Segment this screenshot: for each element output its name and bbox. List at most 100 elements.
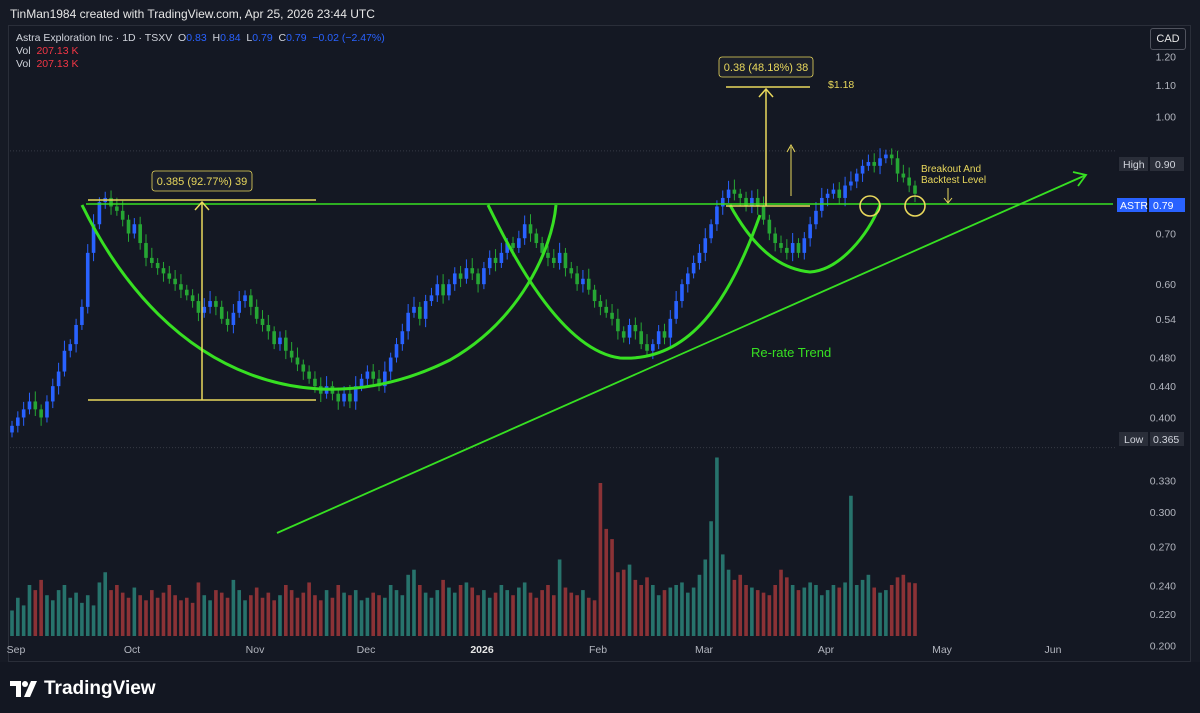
candle-body-69 <box>412 306 416 313</box>
candle-body-13 <box>85 252 90 307</box>
time-tick-4: 2026 <box>470 644 494 656</box>
volume-bar-36 <box>219 592 224 636</box>
volume-bar-0 <box>10 610 14 636</box>
candle-body-35 <box>214 301 218 307</box>
candle-body-14 <box>91 224 96 253</box>
volume-bar-141 <box>831 585 836 636</box>
volume-bar-26 <box>161 592 166 636</box>
time-tick-8: May <box>932 644 953 656</box>
candle-body-138 <box>814 210 818 225</box>
candle-body-29 <box>179 284 183 290</box>
time-tick-2: Nov <box>246 644 265 656</box>
high-value-box <box>1150 157 1184 171</box>
legend-volume-row: Vol 207.13 K <box>16 45 385 58</box>
volume-bar-75 <box>447 587 451 636</box>
candle-body-67 <box>400 331 405 345</box>
candle-body-11 <box>74 324 78 345</box>
candle-body-9 <box>62 350 67 372</box>
volume-bar-153 <box>901 574 906 636</box>
volume-bar-70 <box>418 585 422 636</box>
candles <box>10 148 917 438</box>
volume-bar-94 <box>557 559 562 636</box>
candle-body-119 <box>703 238 708 253</box>
volume-bar-61 <box>365 597 370 636</box>
volume-bar-81 <box>482 590 486 636</box>
candle-body-84 <box>499 252 504 263</box>
volume-bar-79 <box>470 587 475 636</box>
volume-bar-32 <box>196 582 201 636</box>
price-tick-13: 0.220 <box>1150 609 1176 621</box>
candle-body-94 <box>557 252 562 263</box>
candle-body-73 <box>435 284 440 296</box>
candle-body-134 <box>790 243 795 253</box>
currency-button[interactable]: CAD <box>1150 28 1186 50</box>
candle-body-93 <box>551 257 556 263</box>
volume-bar-150 <box>884 590 888 636</box>
candle-body-48 <box>289 350 294 358</box>
tradingview-logo-icon <box>10 681 37 697</box>
volume-bar-18 <box>115 585 119 636</box>
candle-body-85 <box>505 243 509 253</box>
candle-body-0 <box>10 425 14 433</box>
volume-bar-1 <box>16 597 20 636</box>
candle-body-38 <box>231 312 236 325</box>
close-label: C <box>278 32 287 44</box>
last-price-value: 0.79 <box>1153 200 1174 212</box>
up-arrow-head <box>786 143 796 153</box>
volume-bar-33 <box>202 595 207 636</box>
volume-bar-142 <box>837 587 842 636</box>
annotations: Re-rate Trend 0.385 (92.77%) 39 0.38 (48… <box>80 56 1113 534</box>
candle-body-98 <box>581 278 585 285</box>
time-tick-0: Sep <box>7 644 26 656</box>
volume-bar-154 <box>907 582 911 636</box>
candle-body-123 <box>726 189 731 198</box>
grid <box>10 150 1115 449</box>
volume-bar-112 <box>662 590 667 636</box>
volume-bar-148 <box>872 587 877 636</box>
candle-body-5 <box>39 409 43 418</box>
candle-body-91 <box>540 243 544 253</box>
candle-body-90 <box>534 233 539 244</box>
volume-bar-134 <box>790 585 795 636</box>
rerate-trend-line <box>276 174 1087 534</box>
volume-bar-109 <box>645 577 649 636</box>
volume-bar-120 <box>709 521 713 636</box>
volume-bar-124 <box>732 579 737 636</box>
price-tick-7: 0.440 <box>1150 381 1176 393</box>
volume-bar-136 <box>802 587 807 636</box>
volume-bar-13 <box>85 595 90 636</box>
volume-bar-51 <box>307 582 311 636</box>
volume-bar-9 <box>62 585 67 636</box>
volume-bar-89 <box>528 592 533 636</box>
volume-bar-12 <box>80 602 84 636</box>
volume-bar-147 <box>866 574 871 636</box>
measure2-box <box>718 56 814 78</box>
volume-bar-155 <box>913 583 917 636</box>
price-tick-9: 0.330 <box>1150 476 1176 488</box>
volume-bar-54 <box>324 590 329 636</box>
candle-body-36 <box>219 306 224 319</box>
candle-body-21 <box>132 224 137 234</box>
volume-bar-95 <box>563 587 568 636</box>
volume-bar-25 <box>155 597 160 636</box>
candle-body-61 <box>365 371 370 379</box>
change-value: −0.02 (−2.47%) <box>312 32 385 44</box>
volume-bar-111 <box>656 595 661 636</box>
candle-body-77 <box>458 273 463 279</box>
volume-bar-41 <box>249 595 253 636</box>
candle-body-117 <box>691 262 696 274</box>
time-tick-5: Feb <box>589 644 607 656</box>
candle-body-152 <box>895 158 900 174</box>
candle-body-75 <box>447 284 451 296</box>
volume-bar-64 <box>383 597 387 636</box>
tradingview-logo[interactable]: TradingView <box>10 678 156 700</box>
candle-body-83 <box>493 257 498 263</box>
candle-body-57 <box>342 393 346 402</box>
volume-bar-138 <box>814 585 818 636</box>
candle-body-108 <box>639 331 643 345</box>
candle-body-126 <box>744 197 748 207</box>
volume-bar-2 <box>21 605 26 636</box>
candle-body-18 <box>115 206 119 211</box>
volume-bar-78 <box>464 582 469 636</box>
